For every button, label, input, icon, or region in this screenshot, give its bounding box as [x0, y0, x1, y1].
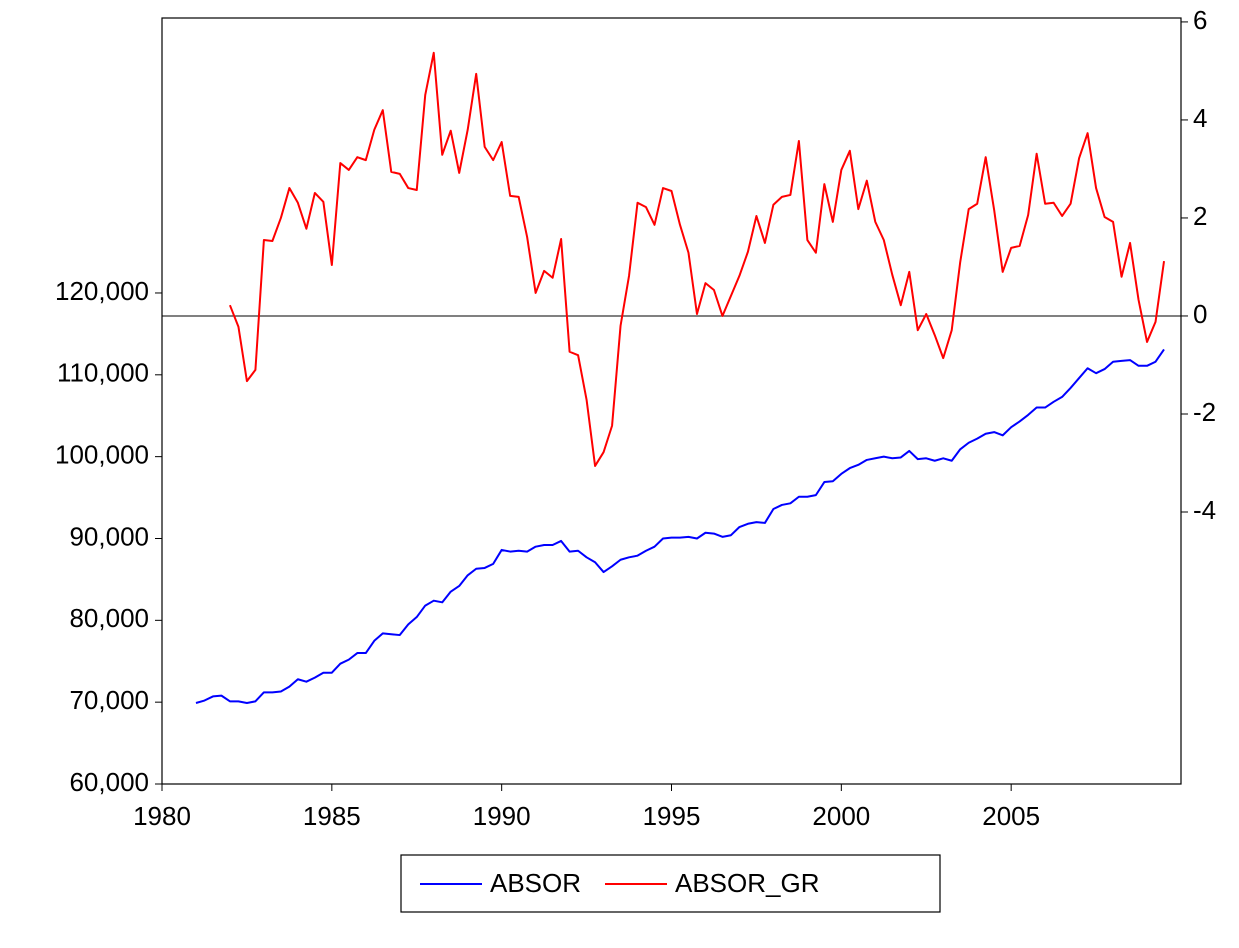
series-line	[228, 51, 1166, 467]
series-line	[195, 348, 1165, 704]
y-tick-label: 110,000	[57, 358, 149, 388]
x-tick-label: 1985	[303, 801, 361, 831]
y-tick-label: 60,000	[69, 767, 149, 797]
plot-frame	[161, 17, 1182, 785]
x-tick-label: 1995	[643, 801, 701, 831]
y2-tick-label: 0	[1193, 299, 1207, 329]
y-tick-label: 120,000	[55, 276, 149, 306]
y2-tick-label: 2	[1193, 201, 1207, 231]
y-tick-label: 100,000	[55, 440, 149, 470]
legend-label: ABSOR_GR	[675, 868, 820, 898]
x-tick-label: 1980	[133, 801, 191, 831]
y-tick-label: 70,000	[69, 685, 149, 715]
x-tick-label: 2005	[982, 801, 1040, 831]
y-tick-label: 80,000	[69, 603, 149, 633]
y2-tick-label: -4	[1193, 495, 1216, 525]
x-tick-label: 2000	[812, 801, 870, 831]
x-tick-label: 1990	[473, 801, 531, 831]
y2-tick-label: 4	[1193, 103, 1207, 133]
y2-tick-label: -2	[1193, 397, 1216, 427]
legend-label: ABSOR	[490, 868, 581, 898]
y2-tick-label: 6	[1193, 5, 1207, 35]
y-tick-label: 90,000	[69, 521, 149, 551]
legend-box	[400, 854, 941, 913]
